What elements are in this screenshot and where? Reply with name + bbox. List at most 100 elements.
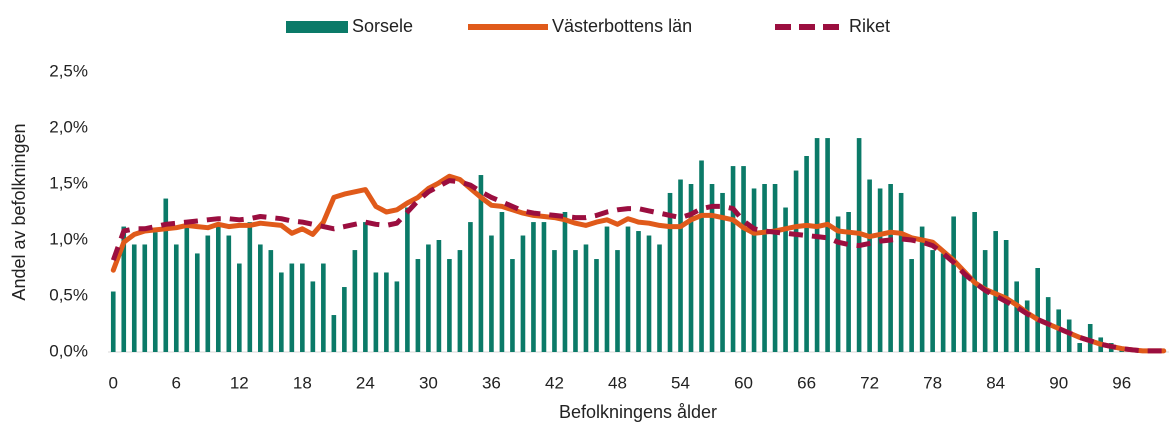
bar [625,226,631,352]
bar [1087,324,1093,352]
bar [699,160,704,352]
bar [436,240,442,352]
x-tick-label: 42 [545,373,564,392]
bar [415,259,421,352]
bar [1014,281,1019,352]
bar [667,192,673,352]
x-tick-label: 84 [986,373,1005,392]
bar [678,179,683,352]
bar [352,250,358,352]
x-tick-label: 60 [734,373,753,392]
bar [489,235,494,352]
bar [457,250,463,352]
x-tick-label: 12 [230,373,249,392]
bar [1035,268,1040,352]
bar [237,263,242,352]
x-tick-label: 36 [482,373,501,392]
bar [762,184,767,352]
bar [877,188,883,352]
x-tick-label: 0 [109,373,118,392]
x-tick-label: 18 [293,373,312,392]
bar [394,281,400,352]
y-tick-label: 0,0% [49,341,88,360]
x-tick-label: 90 [1049,373,1068,392]
bar [121,226,127,352]
bar [426,244,431,352]
bar [814,138,820,352]
bar [321,263,326,352]
x-axis-title: Befolkningens ålder [559,402,717,422]
bar [173,244,179,352]
y-tick-label: 1,5% [49,173,88,192]
bar [657,244,662,352]
x-tick-label: 24 [356,373,375,392]
bar [205,235,211,352]
bar [247,222,253,352]
bar [615,250,620,352]
bar [1024,300,1030,352]
x-tick-label: 48 [608,373,627,392]
bar [636,231,641,352]
y-axis-title: Andel av befolkningen [9,123,29,300]
bar [405,207,410,352]
x-tick-label: 66 [797,373,816,392]
y-tick-label: 0,5% [49,285,88,304]
bar [499,212,505,352]
bar [804,156,809,352]
bar [531,222,536,352]
x-tick-label: 30 [419,373,438,392]
bar [594,259,599,352]
bar [751,188,757,352]
bar [510,259,515,352]
bar [184,222,190,352]
bar [289,263,295,352]
bar [919,226,925,352]
bar [447,259,452,352]
bar [373,272,379,352]
legend-text: Västerbottens län [552,16,692,36]
y-tick-label: 1,0% [49,229,88,248]
bar [541,222,547,352]
bar [268,250,274,352]
y-tick-label: 2,5% [49,61,88,80]
bar [152,232,158,352]
bar [142,244,148,352]
bar [279,272,284,352]
bar [720,192,725,352]
line [110,178,1164,354]
legend-swatch [286,21,348,33]
bar [783,207,788,352]
x-tick-label: 6 [172,373,181,392]
bar [110,291,116,352]
bar [646,235,652,352]
bar [940,253,946,352]
bar [194,253,200,352]
bar [583,244,589,352]
bar [384,272,389,352]
bar [793,170,799,352]
bar [898,192,904,352]
bar [163,198,169,352]
bar [226,235,232,352]
bar [835,216,841,352]
bar [363,222,368,352]
bar [310,281,316,352]
bar [772,184,778,352]
bar [730,166,736,352]
x-tick-label: 78 [923,373,942,392]
bar [909,259,914,352]
bar [342,287,347,352]
bar [888,184,893,352]
bar [552,250,557,352]
bar [688,184,694,352]
bar [131,244,137,352]
bar [825,138,830,352]
bar [709,184,715,352]
bar [562,212,568,352]
bar [951,216,956,352]
bar [846,212,851,352]
bar [215,226,221,352]
bar [741,166,746,352]
bar [982,250,988,352]
